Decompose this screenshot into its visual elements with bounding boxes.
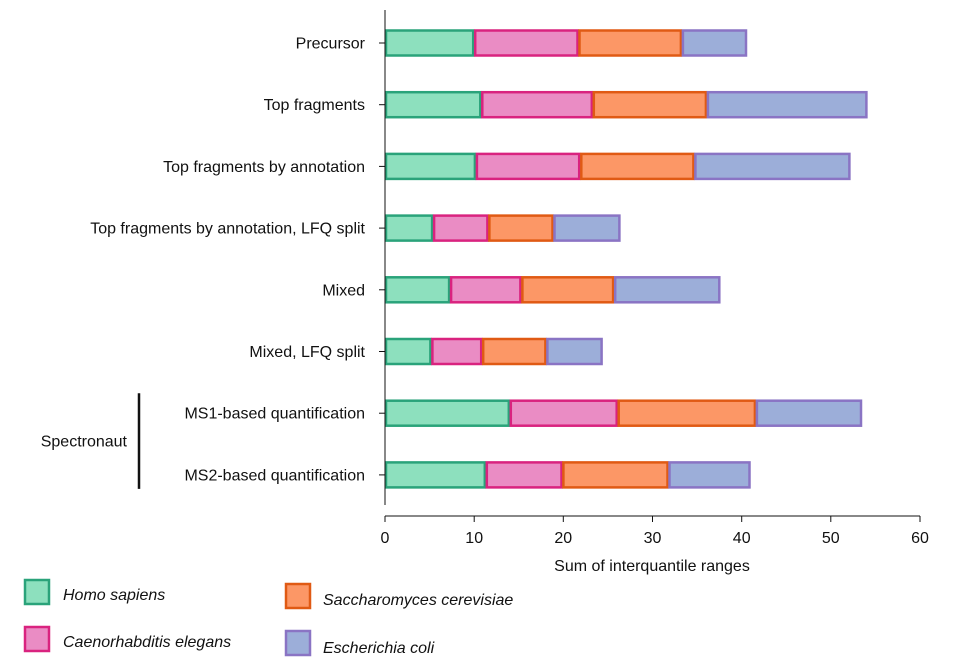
bar-ms2-based-quantification-caenorhabditis-elegans [485,461,563,489]
x-axis: 0 10 20 30 40 50 60 Sum of interquantile ranges [381,515,929,575]
legend-swatch-escherichia-coli [284,629,312,657]
bar-ms2-based-quantification-escherichia-coli [668,461,751,489]
bar-mixed-lfq-split-caenorhabditis-elegans [431,337,483,366]
bar-top-fragments-by-annotation-saccharomyces-cerevisiae [580,152,695,181]
legend-label-homo-sapiens: Homo sapiens [63,587,165,604]
x-tick-label: 40 [733,530,751,547]
bar-ms1-based-quantification-homo-sapiens [384,399,511,427]
bar-ms1-based-quantification-caenorhabditis-elegans [509,399,618,427]
bar-top-fragments-by-annotation-lfq-split-homo-sapiens [384,214,434,242]
y-axis [379,10,386,505]
category-label-precursor: Precursor [296,36,366,53]
legend-label-escherichia-coli: Escherichia coli [323,640,435,657]
bar-precursor-saccharomyces-cerevisiae [578,29,683,57]
bars-layer [384,29,868,489]
bar-ms2-based-quantification-saccharomyces-cerevisiae [562,461,669,489]
x-tick-label: 10 [465,530,483,547]
bar-top-fragments-by-annotation-lfq-split-caenorhabditis-elegans [432,214,489,242]
bar-ms1-based-quantification-escherichia-coli [755,399,863,427]
category-label-mixed: Mixed [322,282,365,299]
bar-mixed-saccharomyces-cerevisiae [521,276,615,304]
category-label-ms1-based-quantification: MS1-based quantification [184,406,365,423]
bar-precursor-escherichia-coli [681,29,748,57]
category-label-top-fragments: Top fragments [264,97,365,114]
legend: Homo sapiens Saccharomyces cerevisiae Caen… [23,578,513,657]
legend-swatch-homo-sapiens [23,578,51,606]
x-axis-title: Sum of interquantile ranges [554,558,750,575]
bar-mixed-lfq-split-homo-sapiens [384,337,432,366]
x-tick-label: 30 [644,530,662,547]
bar-top-fragments-escherichia-coli [706,90,868,119]
bar-precursor-homo-sapiens [384,29,475,57]
x-tick-label: 20 [554,530,572,547]
legend-swatch-saccharomyces-cerevisiae [284,582,312,610]
legend-swatch-caenorhabditis-elegans [23,625,51,653]
bar-top-fragments-by-annotation-caenorhabditis-elegans [475,152,581,181]
x-tick-label: 60 [911,530,929,547]
category-label-ms2-based-quantification: MS2-based quantification [184,467,365,484]
spectronaut-group: Spectronaut [41,393,141,489]
bar-mixed-homo-sapiens [384,276,451,304]
bar-top-fragments-by-annotation-escherichia-coli [694,152,851,181]
bar-top-fragments-by-annotation-homo-sapiens [384,152,477,181]
bar-mixed-escherichia-coli [613,276,721,304]
bar-top-fragments-homo-sapiens [384,90,482,119]
bar-ms1-based-quantification-saccharomyces-cerevisiae [617,399,757,427]
group-label: Spectronaut [41,434,128,451]
legend-label-saccharomyces-cerevisiae: Saccharomyces cerevisiae [323,592,513,609]
x-tick-label: 50 [822,530,840,547]
legend-label-caenorhabditis-elegans: Caenorhabditis elegans [63,634,231,651]
bar-top-fragments-by-annotation-lfq-split-escherichia-coli [553,214,621,242]
x-tick-label: 0 [381,530,390,547]
bar-top-fragments-by-annotation-lfq-split-saccharomyces-cerevisiae [488,214,554,242]
category-label-mixed-lfq-split: Mixed, LFQ split [249,344,365,361]
category-labels: Precursor Top fragments Top fragments by a… [90,36,365,485]
bar-mixed-lfq-split-escherichia-coli [546,337,603,366]
bar-mixed-caenorhabditis-elegans [449,276,522,304]
bar-precursor-caenorhabditis-elegans [473,29,579,57]
bar-top-fragments-caenorhabditis-elegans [481,90,594,119]
category-label-top-fragments-by-annotation: Top fragments by annotation [163,159,365,176]
bar-mixed-lfq-split-saccharomyces-cerevisiae [481,337,547,366]
category-label-top-fragments-by-annotation-lfq-split: Top fragments by annotation, LFQ split [90,221,365,238]
bar-ms2-based-quantification-homo-sapiens [384,461,487,489]
bar-top-fragments-saccharomyces-cerevisiae [592,90,708,119]
